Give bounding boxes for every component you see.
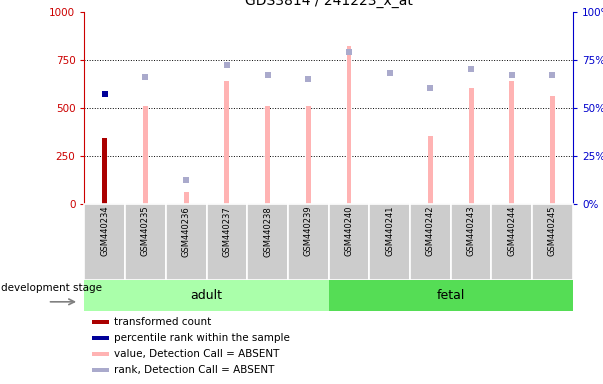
Bar	[428, 136, 433, 204]
Text: GSM440243: GSM440243	[467, 206, 476, 257]
Text: transformed count: transformed count	[115, 317, 212, 327]
Text: value, Detection Call = ABSENT: value, Detection Call = ABSENT	[115, 349, 280, 359]
Bar	[550, 96, 555, 204]
Bar	[224, 81, 229, 204]
Text: adult: adult	[191, 289, 223, 302]
Bar	[206, 204, 247, 280]
Bar	[92, 368, 109, 372]
Text: rank, Detection Call = ABSENT: rank, Detection Call = ABSENT	[115, 365, 275, 375]
Bar	[451, 204, 491, 280]
Bar	[84, 204, 125, 280]
Bar	[247, 204, 288, 280]
Text: GSM440235: GSM440235	[141, 206, 150, 257]
Text: fetal: fetal	[437, 289, 465, 302]
Bar	[491, 204, 532, 280]
Text: GSM440234: GSM440234	[100, 206, 109, 257]
Bar	[84, 280, 329, 311]
Bar	[288, 204, 329, 280]
Bar	[410, 204, 451, 280]
Text: GSM440239: GSM440239	[304, 206, 313, 257]
Bar	[510, 81, 514, 204]
Text: development stage: development stage	[1, 283, 101, 293]
Bar	[143, 106, 148, 204]
Bar	[92, 352, 109, 356]
Bar	[369, 204, 410, 280]
Bar	[306, 106, 311, 204]
Bar	[329, 280, 573, 311]
Bar	[92, 320, 109, 324]
Text: GSM440242: GSM440242	[426, 206, 435, 257]
Title: GDS3814 / 241223_x_at: GDS3814 / 241223_x_at	[245, 0, 412, 8]
Text: GSM440244: GSM440244	[507, 206, 516, 257]
Bar	[166, 204, 207, 280]
Bar	[125, 204, 166, 280]
Text: GSM440236: GSM440236	[182, 206, 191, 257]
Text: GSM440238: GSM440238	[263, 206, 272, 257]
Text: GSM440241: GSM440241	[385, 206, 394, 257]
Bar	[92, 336, 109, 340]
Bar	[184, 192, 189, 204]
Text: percentile rank within the sample: percentile rank within the sample	[115, 333, 290, 343]
Bar	[532, 204, 573, 280]
Text: GSM440240: GSM440240	[344, 206, 353, 257]
Bar	[347, 46, 352, 204]
Bar	[103, 138, 107, 204]
Bar	[329, 204, 369, 280]
Text: GSM440245: GSM440245	[548, 206, 557, 257]
Bar	[265, 106, 270, 204]
Bar	[469, 88, 473, 204]
Text: GSM440237: GSM440237	[223, 206, 232, 257]
